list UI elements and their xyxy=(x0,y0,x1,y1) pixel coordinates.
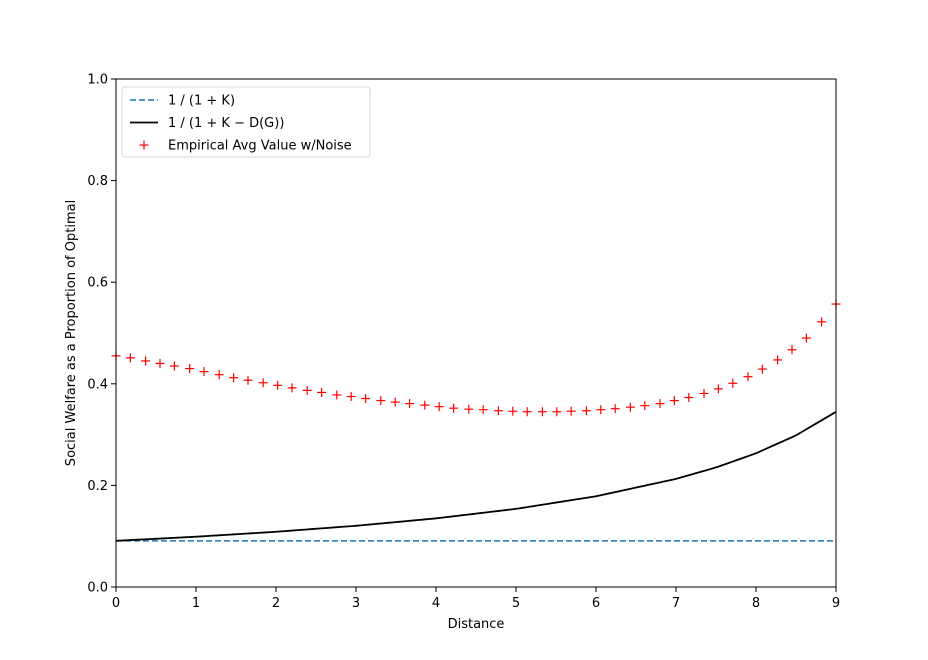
data-point xyxy=(625,402,635,412)
y-tick-label: 0.4 xyxy=(87,377,108,392)
data-point xyxy=(361,394,371,404)
data-point xyxy=(773,355,783,365)
data-point xyxy=(273,380,283,390)
legend-marker xyxy=(139,140,149,150)
legend-box xyxy=(121,86,371,158)
x-axis-label: Distance xyxy=(448,617,505,632)
data-point xyxy=(610,404,620,414)
data-point xyxy=(169,361,179,371)
data-point xyxy=(478,405,488,415)
x-tick-label: 9 xyxy=(832,596,840,611)
data-point xyxy=(258,378,268,388)
data-point xyxy=(464,404,474,414)
y-axis-label: Social Welfare as a Proportion of Optima… xyxy=(64,200,79,466)
data-point xyxy=(420,400,430,410)
data-point xyxy=(640,401,650,411)
data-point xyxy=(669,396,679,406)
legend-label: Empirical Avg Value w/Noise xyxy=(168,139,352,154)
data-point xyxy=(155,358,165,368)
data-point xyxy=(684,393,694,403)
data-point xyxy=(229,373,239,383)
data-point xyxy=(199,367,209,377)
data-point xyxy=(390,397,400,407)
axes-frame xyxy=(115,78,837,588)
legend-label: 1 / (1 + K) xyxy=(168,94,235,109)
data-point xyxy=(713,384,723,394)
data-point xyxy=(287,383,297,393)
data-point xyxy=(566,406,576,416)
x-tick-label: 0 xyxy=(112,596,120,611)
data-point xyxy=(581,406,591,416)
data-point xyxy=(655,399,665,409)
data-point xyxy=(141,356,151,366)
data-point xyxy=(787,345,797,355)
series-layer xyxy=(111,299,841,542)
data-point xyxy=(405,399,415,409)
data-point xyxy=(346,392,356,401)
data-point xyxy=(699,388,709,398)
data-point xyxy=(317,387,327,397)
data-point xyxy=(552,407,562,417)
legend: 1 / (1 + K) 1 / (1 + K − D(G)) Empirical A… xyxy=(121,86,371,158)
x-tick-label: 4 xyxy=(432,596,440,611)
y-tick-label: 0.6 xyxy=(87,276,108,291)
data-point xyxy=(214,370,224,380)
data-point xyxy=(332,390,342,400)
data-point xyxy=(376,396,386,406)
data-point xyxy=(596,405,606,415)
y-tick-label: 1.0 xyxy=(87,73,108,88)
data-point xyxy=(508,406,518,416)
data-point xyxy=(302,385,312,395)
data-point xyxy=(757,364,767,374)
data-point xyxy=(449,403,459,413)
data-point xyxy=(493,406,503,416)
data-point xyxy=(728,378,738,388)
y-tick-label: 0.0 xyxy=(87,581,108,596)
axes-layer: 0 1 2 3 4 5 6 7 8 9 0.0 0.2 0.4 0.6 0.8 1.0 xyxy=(87,73,840,612)
y-tick-label: 0.2 xyxy=(87,479,108,494)
data-point xyxy=(185,364,195,374)
data-point xyxy=(817,317,827,327)
data-point xyxy=(743,372,753,382)
data-point xyxy=(522,407,532,417)
x-tick-label: 6 xyxy=(592,596,600,611)
x-tick-label: 5 xyxy=(512,596,520,611)
legend-label: 1 / (1 + K − D(G)) xyxy=(168,116,284,131)
data-point xyxy=(801,333,811,343)
data-point xyxy=(243,375,253,385)
data-point xyxy=(125,353,135,363)
data-point xyxy=(537,407,547,417)
data-point xyxy=(434,402,444,412)
x-tick-label: 1 xyxy=(192,596,200,611)
x-tick-label: 3 xyxy=(352,596,360,611)
y-tick-label: 0.8 xyxy=(87,174,108,189)
x-tick-label: 8 xyxy=(752,596,760,611)
x-tick-label: 2 xyxy=(272,596,280,611)
x-tick-label: 7 xyxy=(672,596,680,611)
series-line-solid xyxy=(115,411,837,542)
